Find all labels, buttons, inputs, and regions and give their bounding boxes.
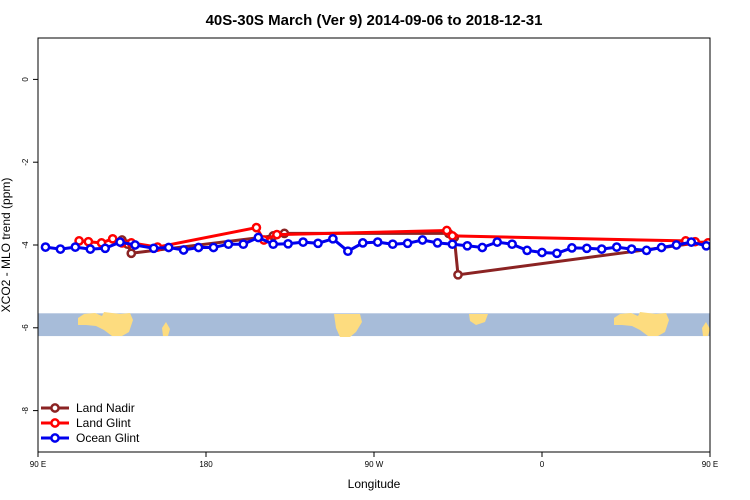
point-ocean-glint-42 [671,240,682,250]
point-ocean-glint-20 [343,246,353,257]
x-axis: 90 E 180 90 W 0 90 E [30,452,718,469]
point-land-nadir-7 [453,269,463,280]
point-ocean-glint-38 [611,242,622,252]
point-ocean-glint-25 [417,235,428,245]
point-ocean-glint-31 [507,239,517,250]
point-ocean-glint-5 [115,237,125,247]
point-ocean-glint-3 [85,244,96,254]
point-ocean-glint-23 [387,239,398,250]
map-land-south-africa [469,314,488,325]
y-tick-label-1: -2 [21,158,30,166]
y-tick-label-4: -8 [21,406,30,414]
point-land-glint-9 [272,229,282,240]
point-ocean-glint-33 [537,247,547,258]
point-ocean-glint-35 [567,243,577,253]
point-ocean-glint-14 [253,232,264,243]
y-axis-label: XCO2 - MLO trend (ppm) [0,178,13,313]
point-land-nadir-10 [725,250,732,257]
point-land-nadir-8 [716,236,723,243]
point-ocean-glint-34 [552,248,562,259]
point-ocean-glint-17 [298,237,308,247]
point-ocean-glint-45 [718,244,725,251]
point-ocean-glint-4 [100,243,111,254]
map-strip [38,312,710,337]
point-ocean-glint-32 [522,245,532,256]
x-tick-label-1: 180 [199,460,213,469]
point-ocean-glint-43 [686,237,697,247]
point-ocean-glint-41 [656,242,667,253]
point-ocean-glint-26 [432,238,443,248]
point-ocean-glint-1 [55,244,66,254]
point-land-glint-15 [716,239,723,246]
point-land-glint-10 [441,225,452,236]
point-ocean-glint-37 [596,244,607,254]
point-ocean-glint-22 [372,237,383,247]
point-ocean-glint-8 [163,242,174,253]
point-ocean-glint-44 [701,240,710,251]
series-layer [40,222,741,280]
legend-item-ocean-glint: Ocean Glint [41,431,140,445]
legend-marker-land-nadir [50,403,60,413]
point-ocean-glint-30 [492,237,503,247]
point-ocean-glint-12 [223,239,234,250]
map-land-new-zealand [162,322,170,336]
map-land-new-zealand-repeat [702,322,710,336]
point-ocean-glint-9 [178,245,189,255]
map-ocean [38,313,710,337]
point-ocean-glint-21 [357,238,368,248]
y-tick-label-0: 0 [21,77,30,82]
point-ocean-glint-16 [283,238,293,249]
series-ocean-glint [40,232,740,259]
point-ocean-glint-29 [477,242,488,253]
point-land-glint-16 [734,244,741,251]
x-tick-label-4: 90 E [702,460,718,469]
point-land-glint-7 [251,222,262,233]
point-ocean-glint-40 [641,245,652,256]
legend-label-land-nadir: Land Nadir [76,401,135,415]
legend-label-ocean-glint: Ocean Glint [76,431,140,445]
point-land-glint-11 [447,231,458,241]
legend-item-land-nadir: Land Nadir [41,401,135,415]
point-ocean-glint-36 [581,243,592,254]
point-land-nadir-2 [126,248,137,259]
chart-title: 40S-30S March (Ver 9) 2014-09-06 to 2018… [206,12,543,29]
x-tick-label-2: 90 W [365,460,384,469]
point-land-glint-1 [83,236,94,247]
y-tick-label-2: -4 [21,241,30,249]
point-ocean-glint-39 [626,244,637,254]
point-ocean-glint-7 [148,243,159,254]
legend-marker-land-glint [50,418,60,428]
legend-item-land-glint: Land Glint [41,416,131,430]
map-land-south-america [334,314,362,337]
point-ocean-glint-11 [208,242,219,253]
map-land-australia-repeat [614,312,669,336]
legend-marker-ocean-glint [50,433,60,443]
point-land-nadir-9 [721,241,728,248]
point-ocean-glint-13 [238,239,249,250]
point-ocean-glint-27 [447,239,458,250]
point-ocean-glint-46 [733,244,740,251]
point-ocean-glint-2 [70,242,81,252]
x-tick-label-3: 0 [540,460,545,469]
x-tick-label-0: 90 E [30,460,46,469]
y-axis: 0 -2 -4 -6 -8 [21,77,38,414]
point-ocean-glint-0 [40,242,51,252]
point-ocean-glint-19 [328,233,338,244]
point-ocean-glint-10 [193,242,204,253]
y-tick-label-3: -6 [21,324,30,332]
point-ocean-glint-24 [402,238,413,249]
point-ocean-glint-18 [313,238,323,249]
point-ocean-glint-15 [268,239,279,250]
point-ocean-glint-28 [462,240,473,251]
legend-label-land-glint: Land Glint [76,416,131,430]
point-land-glint-3 [107,233,118,244]
map-land-australia [78,312,133,336]
x-axis-label: Longitude [348,477,401,491]
point-ocean-glint-6 [130,240,140,250]
